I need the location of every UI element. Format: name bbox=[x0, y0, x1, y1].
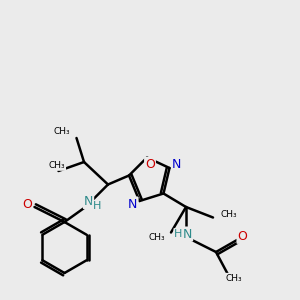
Text: O: O bbox=[238, 230, 247, 243]
Text: H: H bbox=[174, 229, 183, 239]
Text: CH₃: CH₃ bbox=[225, 274, 242, 283]
Text: N: N bbox=[128, 197, 138, 211]
Text: N: N bbox=[172, 158, 182, 172]
Text: O: O bbox=[22, 198, 32, 211]
Text: CH₃: CH₃ bbox=[49, 161, 65, 170]
Text: CH₃: CH₃ bbox=[54, 128, 70, 136]
Text: O: O bbox=[145, 158, 155, 171]
Text: H: H bbox=[93, 201, 101, 212]
Text: CH₃: CH₃ bbox=[220, 210, 237, 219]
Text: N: N bbox=[84, 195, 93, 208]
Text: N: N bbox=[183, 227, 192, 241]
Text: CH₃: CH₃ bbox=[149, 232, 166, 242]
